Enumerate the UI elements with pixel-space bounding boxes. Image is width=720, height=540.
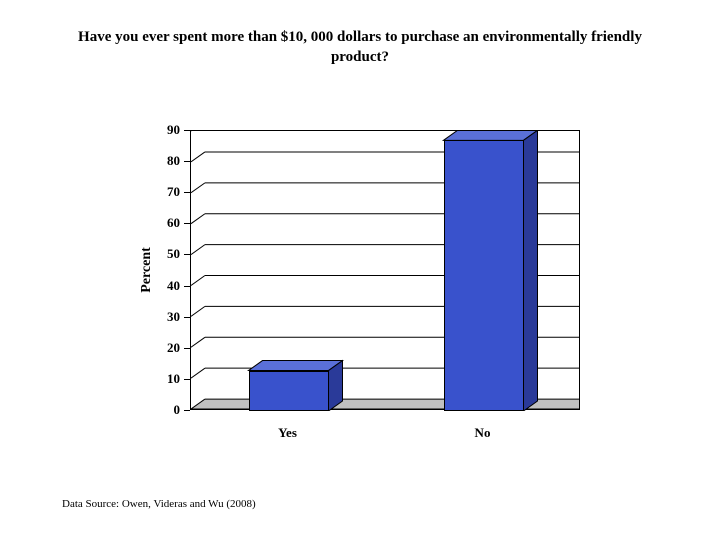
y-tick-mark <box>184 379 190 380</box>
y-tick-label: 90 <box>150 122 180 138</box>
bar-faces-svg <box>191 131 581 411</box>
bar-top <box>444 131 538 140</box>
x-tick-label: No <box>475 425 491 441</box>
bar <box>191 131 581 411</box>
y-tick-mark <box>184 286 190 287</box>
bar-chart: 0102030405060708090 Percent YesNo <box>120 130 590 460</box>
y-tick-mark <box>184 161 190 162</box>
y-tick-mark <box>184 254 190 255</box>
y-tick-label: 80 <box>150 153 180 169</box>
y-tick-mark <box>184 317 190 318</box>
y-tick-label: 20 <box>150 340 180 356</box>
title-line-2: product? <box>331 49 389 65</box>
y-tick-mark <box>184 348 190 349</box>
y-tick-label: 30 <box>150 309 180 325</box>
title-line-1: Have you ever spent more than $10, 000 d… <box>78 29 642 45</box>
x-tick-label: Yes <box>278 425 297 441</box>
chart-title: Have you ever spent more than $10, 000 d… <box>0 28 720 67</box>
y-tick-label: 60 <box>150 215 180 231</box>
data-source-footer: Data Source: Owen, Videras and Wu (2008) <box>62 498 256 510</box>
y-tick-label: 70 <box>150 184 180 200</box>
bar-side <box>524 131 538 411</box>
y-axis-title: Percent <box>139 247 155 293</box>
y-tick-mark <box>184 130 190 131</box>
y-tick-mark <box>184 410 190 411</box>
y-tick-label: 0 <box>150 402 180 418</box>
plot-area <box>190 130 580 410</box>
y-tick-label: 10 <box>150 371 180 387</box>
y-tick-mark <box>184 223 190 224</box>
y-tick-mark <box>184 192 190 193</box>
